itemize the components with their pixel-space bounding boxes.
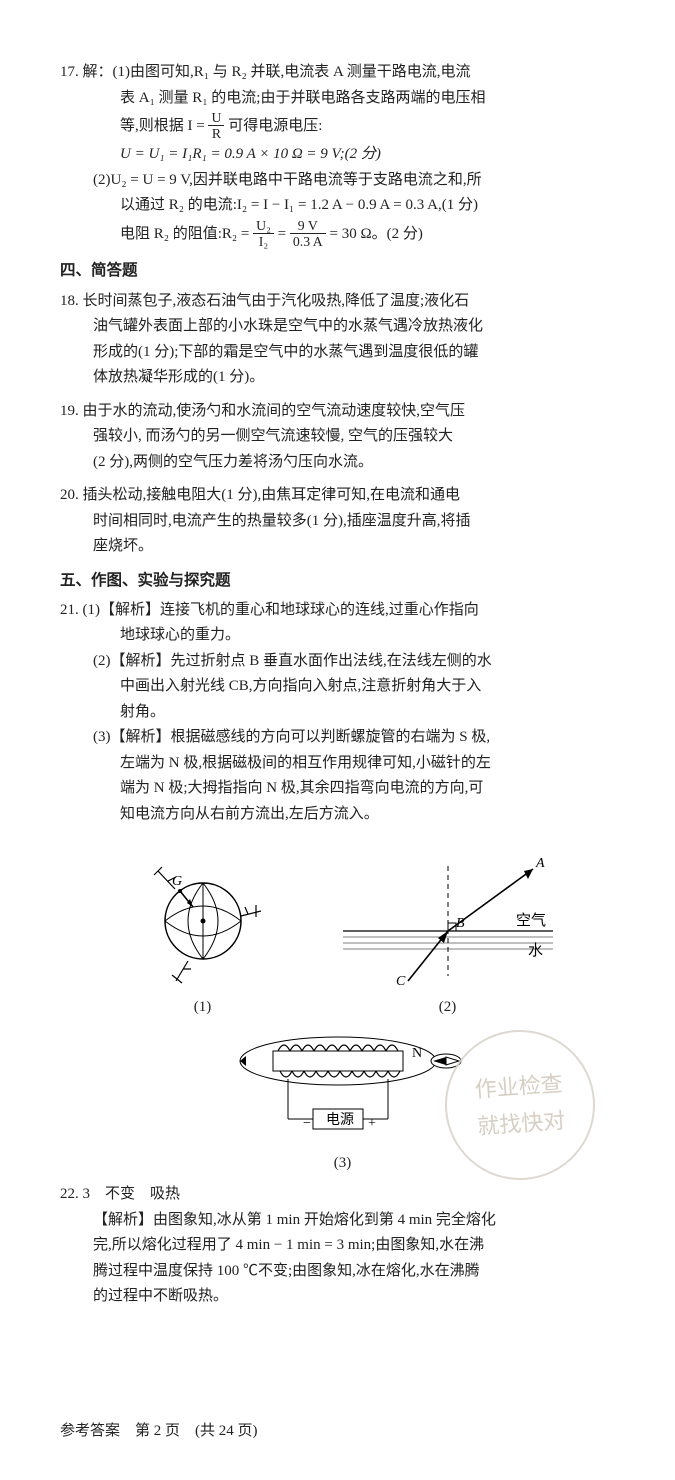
q22-l1: 【解析】由图象知,冰从第 1 min 开始熔化到第 4 min 完全熔化 [60, 1208, 625, 1234]
q17-line: 17. 解：(1)由图可知,R₁ 与 R₂ 并联,电流表 A 测量干路电流,电流 [60, 60, 625, 86]
q18-l4: 体放热凝华形成的(1 分)。 [60, 365, 625, 391]
fraction-U-R: UR [208, 110, 224, 141]
q17-p1d: U = U₁ = I₁R₁ = 0.9 A × 10 Ω = 9 V;(2 分) [60, 142, 625, 168]
figure-3: 电源 − + N (3) [218, 1027, 468, 1177]
question-22: 22. 3 不变 吸热 【解析】由图象知,冰从第 1 min 开始熔化到第 4 … [60, 1182, 625, 1310]
q22-l3: 腾过程中温度保持 100 ℃不变;由图象知,冰在熔化,水在沸腾 [60, 1259, 625, 1285]
q17-label: 17. 解： [60, 64, 113, 80]
q19-l2: 强较小, 而汤勺的另一侧空气流速较慢, 空气的压强较大 [60, 424, 625, 450]
q22-label: 22. [60, 1186, 83, 1202]
figure-row-2: 电源 − + N (3) [60, 1027, 625, 1177]
question-21: 21. (1)【解析】连接飞机的重心和地球球心的连线,过重心作指向 地球球心的重… [60, 598, 625, 828]
q22-ans-text: 3 不变 吸热 [83, 1186, 181, 1202]
q17-p1c-b: 可得电源电压: [228, 118, 322, 134]
globe-gravity-diagram: G [128, 841, 278, 991]
q17-p2c-b: = 30 Ω。(2 分) [330, 226, 423, 242]
question-18: 18. 长时间蒸包子,液态石油气由于汽化吸热,降低了温度;液化石 油气罐外表面上… [60, 289, 625, 391]
q17-p1c: 等,则根据 I = UR 可得电源电压: [60, 111, 625, 142]
q17-p1c-a: 等,则根据 I = [120, 118, 208, 134]
label-water: 水 [528, 942, 543, 959]
q19-l1-text: 由于水的流动,使汤勺和水流间的空气流动速度较快,空气压 [83, 403, 466, 419]
q22-jx: 【解析】 [93, 1212, 153, 1228]
q22-l2: 完,所以熔化过程用了 4 min − 1 min = 3 min;由图象知,水在… [60, 1233, 625, 1259]
label-air: 空气 [516, 912, 546, 929]
figure-row-1: G (1) A B [60, 841, 625, 1021]
q21-p3d: 知电流方向从右前方流出,左后方流入。 [60, 802, 625, 828]
q20-l3: 座烧坏。 [60, 534, 625, 560]
question-17: 17. 解：(1)由图可知,R₁ 与 R₂ 并联,电流表 A 测量干路电流,电流… [60, 60, 625, 250]
eq-sign: = [278, 226, 290, 242]
q17-p2a: (2)U₂ = U = 9 V,因并联电路中干路电流等于支路电流之和,所 [60, 168, 625, 194]
q22-l1-text: 由图象知,冰从第 1 min 开始熔化到第 4 min 完全熔化 [153, 1212, 496, 1228]
fraction-U2-I2: U₂I₂ [253, 218, 274, 249]
document-page: 17. 解：(1)由图可知,R₁ 与 R₂ 并联,电流表 A 测量干路电流,电流… [0, 0, 675, 1480]
page-footer: 参考答案 第 2 页 (共 24 页) [60, 1419, 258, 1445]
section-4-heading: 四、简答题 [60, 258, 625, 284]
q18-l2: 油气罐外表面上部的小水珠是空气中的水蒸气遇冷放热液化 [60, 314, 625, 340]
q21-p3b: 左端为 N 极,根据磁极间的相互作用规律可知,小磁针的左 [60, 751, 625, 777]
q19-l1: 19. 由于水的流动,使汤勺和水流间的空气流动速度较快,空气压 [60, 399, 625, 425]
q22-ans: 22. 3 不变 吸热 [60, 1182, 625, 1208]
q18-l1: 18. 长时间蒸包子,液态石油气由于汽化吸热,降低了温度;液化石 [60, 289, 625, 315]
figure-1: G (1) [128, 841, 278, 1021]
q21-label: 21. [60, 602, 83, 618]
label-plus: + [368, 1116, 376, 1131]
q17-p1b: 表 A₁ 测量 R₁ 的电流;由于并联电路各支路两端的电压相 [60, 86, 625, 112]
q17-p2c-a: 电阻 R₂ 的阻值:R₂ = [120, 226, 253, 242]
label-A: A [535, 856, 545, 871]
q21-p3a: (3)【解析】根据磁感线的方向可以判断螺旋管的右端为 S 极, [60, 725, 625, 751]
question-19: 19. 由于水的流动,使汤勺和水流间的空气流动速度较快,空气压 强较小, 而汤勺… [60, 399, 625, 476]
q17-p2b: 以通过 R₂ 的电流:I₂ = I − I₁ = 1.2 A − 0.9 A =… [60, 193, 625, 219]
q21-p2a: (2)【解析】先过折射点 B 垂直水面作出法线,在法线左侧的水 [60, 649, 625, 675]
q21-p1a-text: (1)【解析】连接飞机的重心和地球球心的连线,过重心作指向 [83, 602, 479, 618]
section-5-heading: 五、作图、实验与探究题 [60, 568, 625, 594]
q18-l3: 形成的(1 分);下部的霜是空气中的水蒸气遇到温度很低的罐 [60, 340, 625, 366]
label-B: B [456, 916, 465, 931]
figure-2-label: (2) [439, 995, 457, 1021]
q20-l1: 20. 插头松动,接触电阻大(1 分),由焦耳定律可知,在电流和通电 [60, 483, 625, 509]
refraction-diagram: A B C 空气 水 [338, 851, 558, 991]
q21-p2c: 射角。 [60, 700, 625, 726]
figure-2: A B C 空气 水 (2) [338, 851, 558, 1021]
q19-label: 19. [60, 403, 83, 419]
q18-l1-text: 长时间蒸包子,液态石油气由于汽化吸热,降低了温度;液化石 [83, 293, 470, 309]
label-C: C [396, 974, 406, 989]
solenoid-diagram: 电源 − + N [218, 1027, 468, 1147]
q20-l1-text: 插头松动,接触电阻大(1 分),由焦耳定律可知,在电流和通电 [83, 487, 461, 503]
q21-p1b: 地球球心的重力。 [60, 623, 625, 649]
label-N: N [412, 1046, 422, 1061]
q21-p1a: 21. (1)【解析】连接飞机的重心和地球球心的连线,过重心作指向 [60, 598, 625, 624]
q20-l2: 时间相同时,电流产生的热量较多(1 分),插座温度升高,将插 [60, 509, 625, 535]
fraction-9V-03A: 9 V0.3 A [290, 218, 326, 249]
figure-1-label: (1) [194, 995, 212, 1021]
label-source: 电源 [326, 1112, 354, 1128]
q17-p1a: (1)由图可知,R₁ 与 R₂ 并联,电流表 A 测量干路电流,电流 [113, 64, 471, 80]
q21-p3c: 端为 N 极;大拇指指向 N 极,其余四指弯向电流的方向,可 [60, 776, 625, 802]
label-minus: − [303, 1116, 311, 1131]
question-20: 20. 插头松动,接触电阻大(1 分),由焦耳定律可知,在电流和通电 时间相同时… [60, 483, 625, 560]
q22-l4: 的过程中不断吸热。 [60, 1284, 625, 1310]
q18-label: 18. [60, 293, 83, 309]
q19-l3: (2 分),两侧的空气压力差将汤勺压向水流。 [60, 450, 625, 476]
q21-p2b: 中画出入射光线 CB,方向指向入射点,注意折射角大于入 [60, 674, 625, 700]
q17-p2c: 电阻 R₂ 的阻值:R₂ = U₂I₂ = 9 V0.3 A = 30 Ω。(2… [60, 219, 625, 250]
label-G: G [172, 874, 182, 889]
figure-3-label: (3) [334, 1151, 352, 1177]
q20-label: 20. [60, 487, 83, 503]
